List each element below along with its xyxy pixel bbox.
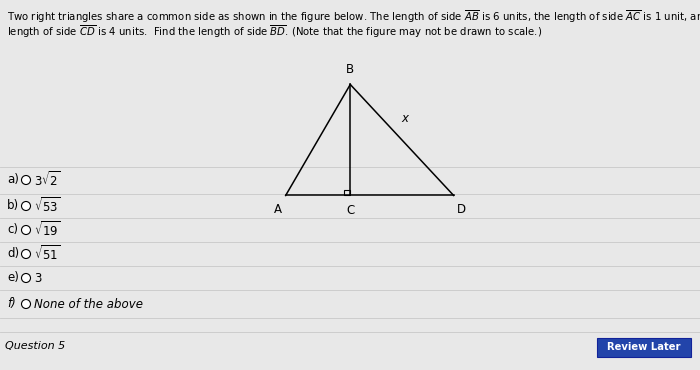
- Text: None of the above: None of the above: [34, 297, 143, 310]
- Text: C: C: [346, 204, 354, 217]
- Text: $3\sqrt{2}$: $3\sqrt{2}$: [34, 171, 61, 189]
- Text: length of side $\overline{CD}$ is 4 units.  Find the length of side $\overline{B: length of side $\overline{CD}$ is 4 unit…: [7, 23, 542, 40]
- Text: $\sqrt{19}$: $\sqrt{19}$: [34, 221, 61, 239]
- Circle shape: [22, 299, 31, 309]
- Text: $\sqrt{53}$: $\sqrt{53}$: [34, 196, 61, 215]
- Circle shape: [22, 225, 31, 235]
- Text: Review Later: Review Later: [608, 343, 680, 353]
- FancyBboxPatch shape: [597, 338, 691, 357]
- Text: e): e): [7, 272, 19, 285]
- Text: $x$: $x$: [400, 112, 410, 125]
- Circle shape: [22, 249, 31, 259]
- Text: B: B: [346, 63, 354, 76]
- Text: D: D: [457, 203, 466, 216]
- Circle shape: [22, 202, 31, 211]
- Text: c): c): [7, 223, 18, 236]
- Text: $\sqrt{51}$: $\sqrt{51}$: [34, 245, 61, 263]
- Circle shape: [22, 175, 31, 185]
- Circle shape: [22, 273, 31, 283]
- Text: $3$: $3$: [34, 272, 43, 285]
- Text: A: A: [274, 203, 282, 216]
- Text: Question 5: Question 5: [5, 341, 65, 351]
- Text: b): b): [7, 199, 19, 212]
- Text: Two right triangles share a common side as shown in the figure below. The length: Two right triangles share a common side …: [7, 8, 700, 24]
- Text: a): a): [7, 174, 19, 186]
- Text: f): f): [7, 297, 15, 310]
- Text: d): d): [7, 248, 19, 260]
